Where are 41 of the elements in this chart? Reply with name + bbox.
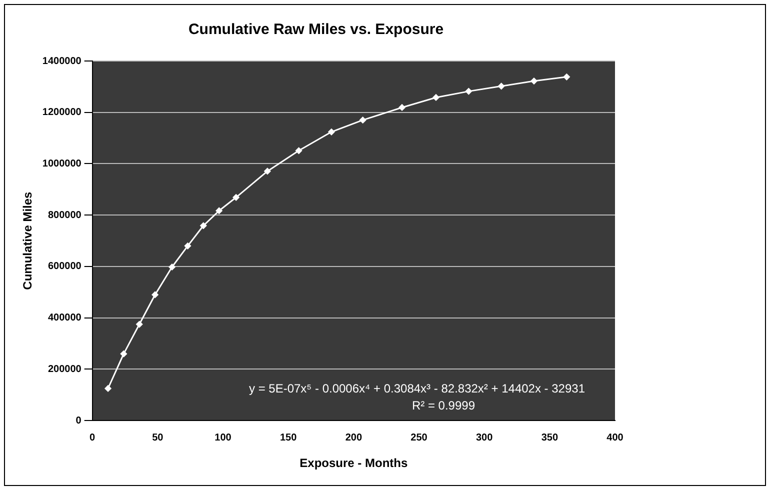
y-tick-label: 600000 [48, 261, 82, 272]
point [530, 78, 538, 84]
y-axis-title: Cumulative Miles [20, 191, 35, 290]
point [104, 385, 112, 392]
point [136, 321, 143, 328]
x-tick-label: 400 [606, 432, 624, 444]
x-tick-label: 300 [476, 432, 494, 444]
annotation: R² = 0.9999 [412, 398, 476, 413]
point [296, 147, 302, 154]
y-tick-label: 1400000 [42, 56, 82, 67]
point [216, 208, 222, 214]
point [152, 291, 158, 298]
y-tick-label: 800000 [48, 210, 82, 221]
x-tick-label: 350 [541, 432, 558, 444]
point [563, 74, 570, 80]
y-tick-label: 1000000 [42, 158, 82, 170]
y-tick-label: 200000 [48, 364, 82, 375]
x-tick-label: 0 [90, 432, 96, 444]
x-tick-label: 200 [345, 432, 362, 444]
point [232, 194, 240, 201]
point [328, 128, 335, 136]
y-tick-label: 400000 [48, 312, 82, 324]
x-tick-label: 100 [214, 432, 232, 444]
y-tick-label: 1200000 [42, 107, 82, 118]
x-tick-label: 250 [410, 432, 428, 444]
point [465, 88, 472, 95]
chart-title: Cumulative Raw Miles vs. Exposure [188, 21, 444, 38]
point [432, 94, 440, 101]
y-tick-label: 0 [76, 415, 82, 426]
point [264, 168, 271, 174]
point [360, 116, 366, 124]
x-tick-label: 150 [280, 432, 298, 444]
point [120, 350, 127, 358]
annotation: y = 5E-07x⁵ - 0.0006x⁴ + 0.3084x³ - 82.832x² + 14402x - 32931 [248, 382, 586, 396]
point [498, 82, 505, 90]
x-axis-title: Exposure - Months [300, 456, 408, 470]
point [200, 222, 207, 229]
point [168, 264, 176, 270]
point [398, 104, 406, 111]
point [184, 242, 191, 250]
x-tick-label: 50 [152, 432, 164, 444]
